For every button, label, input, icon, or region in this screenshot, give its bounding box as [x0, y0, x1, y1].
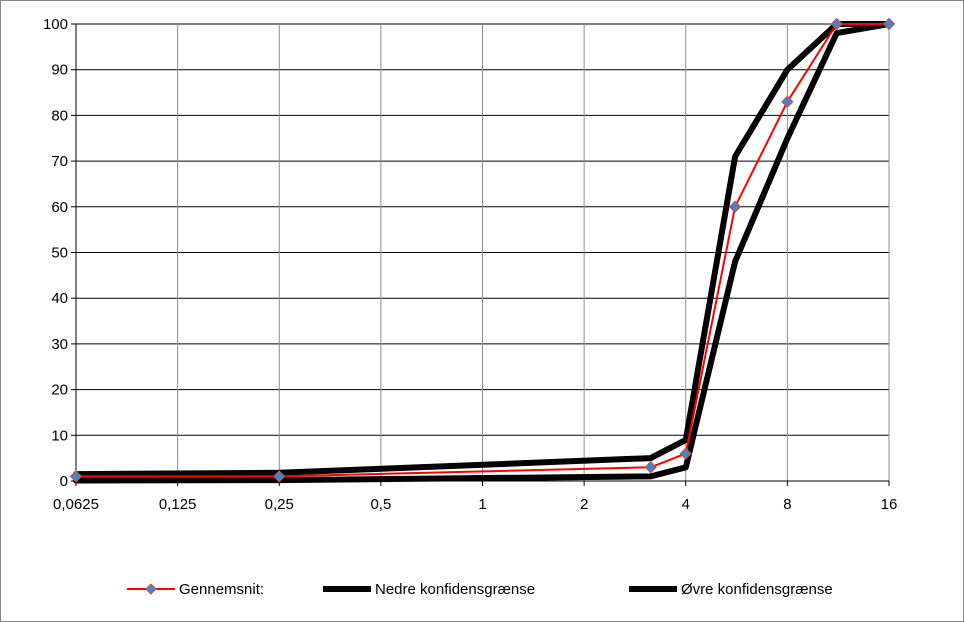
data-point-marker	[69, 470, 83, 483]
legend-label-1: Nedre konfidensgrænse	[375, 581, 535, 598]
y-tick-label: 50	[51, 245, 68, 262]
legend: Gennemsnit: Nedre konfidensgrænse Øvre kon…	[127, 581, 833, 598]
grid-layer	[75, 23, 890, 482]
x-tick-label: 0,25	[265, 496, 294, 513]
x-tick-label: 4	[682, 496, 690, 513]
y-tick-label: 60	[51, 199, 68, 216]
data-point-marker	[728, 200, 742, 214]
y-tick-label: 0	[60, 473, 68, 490]
x-tick-label: 8	[783, 496, 791, 513]
series-line-0	[75, 23, 890, 478]
y-tick-label: 100	[43, 16, 68, 33]
x-tick-label: 16	[881, 496, 898, 513]
x-tick-label: 0,125	[159, 496, 197, 513]
series-layer	[69, 17, 896, 484]
data-point-marker	[273, 470, 286, 483]
axis-layer: 0 10 20 30 40 50 60 70 80 90 100 0,0625 0,125 0,25 0,5…	[43, 16, 897, 513]
series-line-2	[73, 21, 892, 478]
data-point-marker	[882, 17, 896, 31]
y-tick-label: 40	[51, 290, 68, 307]
data-point-marker	[679, 447, 692, 460]
y-tick-label: 80	[51, 107, 68, 124]
data-point-marker	[830, 17, 843, 31]
data-point-marker	[781, 95, 794, 108]
legend-marker-0	[145, 583, 157, 595]
x-tick-label: 0,5	[370, 496, 391, 513]
series-line-1	[73, 21, 892, 484]
y-tick-label: 10	[51, 427, 68, 444]
y-tick-label: 90	[51, 62, 68, 79]
x-tick-label: 2	[580, 496, 588, 513]
legend-label-0: Gennemsnit:	[179, 581, 264, 598]
legend-label-2: Øvre konfidensgrænse	[681, 581, 833, 598]
data-point-marker	[644, 461, 657, 474]
x-tick-label: 0,0625	[53, 496, 99, 513]
x-tick-label: 1	[478, 496, 486, 513]
y-tick-label: 70	[51, 153, 68, 170]
y-tick-label: 20	[51, 382, 68, 399]
y-tick-label: 30	[51, 336, 68, 353]
